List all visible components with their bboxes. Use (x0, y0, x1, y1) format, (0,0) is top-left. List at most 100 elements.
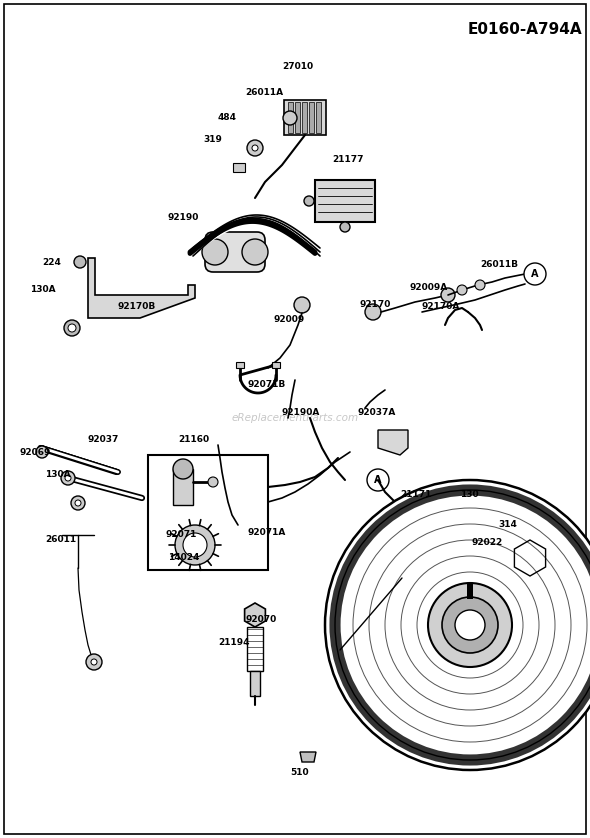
Circle shape (367, 469, 389, 491)
Circle shape (457, 500, 473, 516)
Text: 92037: 92037 (88, 435, 119, 444)
Bar (400, 510, 406, 520)
Bar (407, 570, 419, 578)
Text: E0160-A794A: E0160-A794A (467, 22, 582, 37)
Text: 26011: 26011 (45, 535, 76, 544)
Bar (400, 536, 406, 546)
Text: 92170B: 92170B (118, 302, 156, 311)
Circle shape (71, 496, 85, 510)
Circle shape (304, 196, 314, 206)
Circle shape (75, 500, 81, 506)
Circle shape (499, 529, 511, 541)
Text: 92190: 92190 (168, 213, 199, 222)
Text: 92022: 92022 (472, 538, 503, 547)
Text: 130A: 130A (30, 285, 55, 294)
Circle shape (242, 239, 268, 265)
Circle shape (86, 654, 102, 670)
Bar (302, 102, 307, 133)
Circle shape (455, 610, 485, 640)
Text: 92170A: 92170A (422, 302, 460, 311)
Circle shape (283, 111, 297, 125)
Text: eReplacementParts.com: eReplacementParts.com (231, 413, 359, 423)
Bar (173, 469, 193, 505)
Circle shape (61, 471, 75, 485)
Bar (309, 102, 314, 133)
Text: 510: 510 (290, 768, 309, 777)
Text: 484: 484 (218, 113, 237, 122)
Circle shape (173, 459, 193, 479)
Circle shape (365, 304, 381, 320)
Circle shape (512, 540, 548, 576)
Circle shape (325, 480, 590, 770)
Circle shape (520, 548, 540, 568)
Text: 26011B: 26011B (480, 260, 518, 269)
Circle shape (74, 256, 86, 268)
Text: 92071B: 92071B (248, 380, 286, 389)
Text: 21194: 21194 (218, 638, 250, 647)
Text: A: A (374, 475, 382, 485)
Text: 92069: 92069 (20, 448, 51, 457)
Text: 92009A: 92009A (410, 283, 448, 292)
Text: A: A (531, 269, 539, 279)
Polygon shape (88, 258, 195, 318)
Text: 14024: 14024 (168, 553, 199, 562)
Circle shape (428, 583, 512, 667)
Polygon shape (245, 603, 266, 627)
Bar (233, 163, 245, 172)
Text: 92190A: 92190A (282, 408, 320, 417)
Text: 26011A: 26011A (245, 88, 283, 97)
Text: 224: 224 (42, 258, 61, 267)
Text: 130: 130 (460, 490, 478, 499)
Text: 314: 314 (498, 520, 517, 529)
Text: 92071A: 92071A (248, 528, 286, 537)
Bar (315, 180, 375, 222)
Text: 92170: 92170 (360, 300, 391, 309)
Polygon shape (300, 752, 316, 762)
Circle shape (65, 475, 71, 481)
Bar (467, 583, 473, 599)
Text: 21171: 21171 (400, 490, 431, 499)
Polygon shape (378, 430, 408, 455)
Bar (284, 100, 326, 135)
Text: 27010: 27010 (282, 62, 313, 71)
Text: 319: 319 (203, 135, 222, 144)
Circle shape (64, 320, 80, 336)
Circle shape (68, 324, 76, 332)
Text: 21160: 21160 (178, 435, 209, 444)
Text: 92070: 92070 (246, 615, 277, 624)
Circle shape (524, 263, 546, 285)
Bar (247, 627, 263, 671)
Bar (250, 671, 260, 696)
Circle shape (294, 297, 310, 313)
Circle shape (475, 280, 485, 290)
Circle shape (91, 659, 97, 665)
Circle shape (36, 446, 48, 458)
Circle shape (202, 239, 228, 265)
Circle shape (183, 533, 207, 557)
Circle shape (441, 288, 455, 302)
Bar (400, 523, 406, 533)
Bar (148, 455, 268, 570)
Circle shape (208, 477, 218, 487)
Circle shape (252, 145, 258, 151)
Bar (288, 102, 293, 133)
Circle shape (175, 525, 215, 565)
Bar (316, 102, 321, 133)
FancyBboxPatch shape (205, 232, 265, 272)
Circle shape (457, 285, 467, 295)
Bar (236, 362, 244, 368)
Circle shape (247, 140, 263, 156)
Text: 21177: 21177 (332, 155, 363, 164)
Bar (295, 102, 300, 133)
Bar (437, 570, 449, 578)
Bar (272, 362, 280, 368)
Text: 130A: 130A (45, 470, 71, 479)
Text: 92037A: 92037A (358, 408, 396, 417)
Text: 92071: 92071 (165, 530, 196, 539)
Bar (400, 549, 406, 559)
Circle shape (335, 490, 590, 760)
Text: 92009: 92009 (274, 315, 305, 324)
Bar (402, 505, 457, 570)
Circle shape (442, 597, 498, 653)
Circle shape (340, 222, 350, 232)
